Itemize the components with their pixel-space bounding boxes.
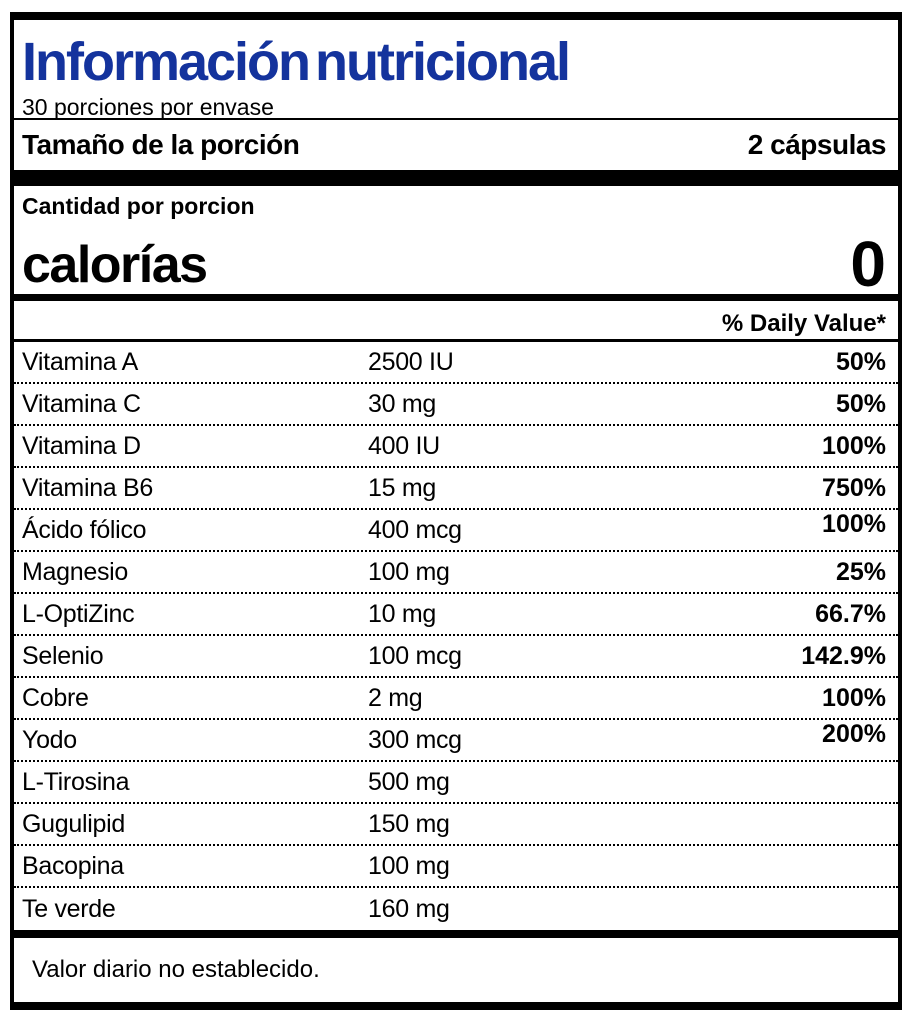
nutrient-name: Yodo bbox=[22, 725, 77, 754]
nutrient-daily-value: 66.7% bbox=[815, 599, 886, 628]
nutrient-name: Bacopina bbox=[22, 851, 124, 880]
nutrient-name: Cobre bbox=[22, 683, 89, 712]
nutrient-name: Gugulipid bbox=[22, 809, 125, 838]
serving-size-label: Tamaño de la porción bbox=[22, 129, 300, 160]
nutrient-name: Te verde bbox=[22, 894, 116, 923]
nutrition-facts-label: Información nutricional 30 porciones por… bbox=[10, 12, 902, 1010]
daily-value-header: % Daily Value* bbox=[721, 310, 886, 337]
nutrient-row: Bacopina 100 mg bbox=[14, 846, 898, 888]
nutrient-name: Ácido fólico bbox=[22, 515, 147, 544]
nutrient-row: Vitamina A 2500 IU 50% bbox=[14, 342, 898, 384]
nutrient-amount: 500 mg bbox=[368, 767, 450, 796]
nutrient-row: Vitamina D 400 IU 100% bbox=[14, 426, 898, 468]
nutrient-amount: 15 mg bbox=[368, 473, 436, 502]
nutrient-row: Vitamina B6 15 mg 750% bbox=[14, 468, 898, 510]
nutrient-row: L-Tirosina 500 mg bbox=[14, 762, 898, 804]
divider-bottom bbox=[14, 930, 898, 938]
nutrient-amount: 150 mg bbox=[368, 809, 450, 838]
nutrient-amount: 400 IU bbox=[368, 431, 440, 460]
calories-row: calorías 0 bbox=[14, 218, 898, 300]
nutrient-amount: 300 mcg bbox=[368, 725, 462, 754]
serving-size-row: Tamaño de la porción 2 cápsulas bbox=[14, 120, 898, 170]
calories-label: calorías bbox=[22, 235, 208, 294]
nutrient-name: L-Tirosina bbox=[22, 767, 130, 796]
divider-thin bbox=[14, 118, 898, 120]
nutrient-row: Ácido fólico 400 mcg 100% bbox=[14, 510, 898, 552]
amount-per-serving-label: Cantidad por porcion bbox=[22, 193, 255, 219]
nutrient-name: Vitamina A bbox=[22, 347, 139, 376]
nutrient-amount: 100 mcg bbox=[368, 641, 462, 670]
nutrient-name: Vitamina D bbox=[22, 431, 141, 460]
nutrient-name: Magnesio bbox=[22, 557, 128, 586]
nutrient-amount: 30 mg bbox=[368, 389, 436, 418]
nutrient-daily-value: 200% bbox=[822, 720, 886, 748]
nutrient-daily-value: 100% bbox=[822, 683, 886, 712]
nutrient-daily-value: 25% bbox=[835, 557, 886, 586]
divider-thick bbox=[14, 170, 898, 186]
nutrient-table: Vitamina A 2500 IU 50% Vitamina C 30 mg … bbox=[14, 342, 898, 930]
nutrient-row: Gugulipid 150 mg bbox=[14, 804, 898, 846]
nutrient-amount: 160 mg bbox=[368, 894, 450, 923]
nutrient-name: Vitamina C bbox=[22, 389, 141, 418]
nutrient-daily-value: 50% bbox=[835, 389, 886, 418]
nutrient-daily-value: 50% bbox=[835, 347, 886, 376]
divider-medium bbox=[14, 294, 898, 301]
nutrient-amount: 400 mcg bbox=[368, 515, 462, 544]
nutrient-row: Cobre 2 mg 100% bbox=[14, 678, 898, 720]
divider-solid bbox=[14, 339, 898, 342]
nutrient-row: Selenio 100 mcg 142.9% bbox=[14, 636, 898, 678]
nutrient-amount: 2500 IU bbox=[368, 347, 454, 376]
nutrient-amount: 100 mg bbox=[368, 851, 450, 880]
nutrient-amount: 10 mg bbox=[368, 599, 436, 628]
nutrient-daily-value: 100% bbox=[822, 431, 886, 460]
nutrient-row: L-OptiZinc 10 mg 66.7% bbox=[14, 594, 898, 636]
serving-size-value: 2 cápsulas bbox=[747, 129, 887, 160]
nutrient-daily-value: 750% bbox=[822, 473, 886, 502]
servings-per-container: 30 porciones por envase bbox=[22, 94, 274, 120]
nutrient-daily-value: 142.9% bbox=[801, 641, 886, 670]
calories-value: 0 bbox=[850, 227, 886, 300]
nutrient-row: Yodo 300 mcg 200% bbox=[14, 720, 898, 762]
nutrient-row: Te verde 160 mg bbox=[14, 888, 898, 930]
footnote: Valor diario no establecido. bbox=[32, 956, 320, 983]
nutrient-name: L-OptiZinc bbox=[22, 599, 135, 628]
nutrient-amount: 2 mg bbox=[368, 683, 423, 712]
nutrient-row: Magnesio 100 mg 25% bbox=[14, 552, 898, 594]
nutrient-amount: 100 mg bbox=[368, 557, 450, 586]
nutrient-row: Vitamina C 30 mg 50% bbox=[14, 384, 898, 426]
nutrient-daily-value: 100% bbox=[822, 510, 886, 538]
nutrient-name: Selenio bbox=[22, 641, 104, 670]
nutrient-name: Vitamina B6 bbox=[22, 473, 154, 502]
page-title: Información nutricional bbox=[22, 32, 571, 92]
